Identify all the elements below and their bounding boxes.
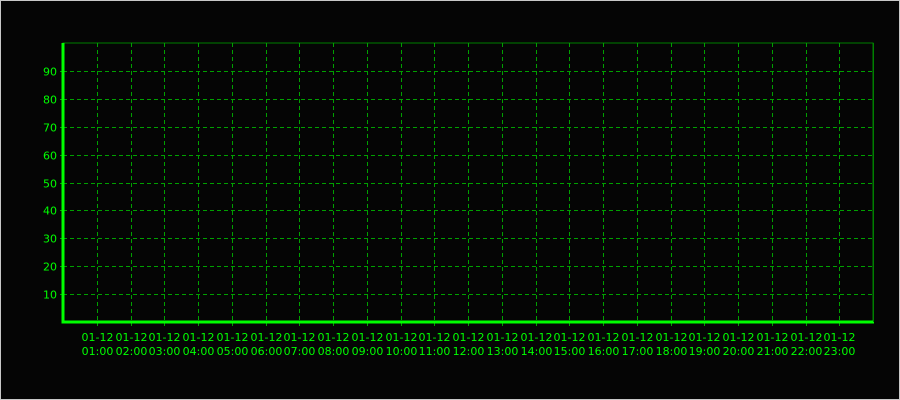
x-tick-time: 12:00 <box>453 345 485 358</box>
y-tick-label: 50 <box>43 178 57 191</box>
x-tick-time: 10:00 <box>386 345 418 358</box>
x-tick-time: 09:00 <box>352 345 384 358</box>
x-tick-time: 16:00 <box>588 345 620 358</box>
x-tick-time: 20:00 <box>723 345 755 358</box>
x-tick-date: 01-12 <box>521 331 553 344</box>
x-tick-time: 13:00 <box>487 345 519 358</box>
x-tick-date: 01-12 <box>419 331 451 344</box>
x-tick-date: 01-12 <box>656 331 688 344</box>
x-tick-time: 04:00 <box>183 345 215 358</box>
x-tick-time: 05:00 <box>217 345 249 358</box>
x-tick-date: 01-12 <box>453 331 485 344</box>
x-tick-date: 01-12 <box>689 331 721 344</box>
y-tick-label: 80 <box>43 94 57 107</box>
x-tick-time: 14:00 <box>521 345 553 358</box>
y-tick-label: 40 <box>43 205 57 218</box>
x-tick-date: 01-12 <box>824 331 856 344</box>
x-tick-time: 11:00 <box>419 345 451 358</box>
x-tick-time: 18:00 <box>656 345 688 358</box>
x-tick-date: 01-12 <box>183 331 215 344</box>
y-tick-label: 10 <box>43 289 57 302</box>
x-tick-time: 01:00 <box>82 345 114 358</box>
x-tick-time: 07:00 <box>284 345 316 358</box>
x-tick-time: 21:00 <box>757 345 789 358</box>
y-tick-label: 30 <box>43 233 57 246</box>
x-tick-time: 17:00 <box>622 345 654 358</box>
x-tick-date: 01-12 <box>757 331 789 344</box>
y-tick-label: 60 <box>43 150 57 163</box>
x-tick-date: 01-12 <box>251 331 283 344</box>
x-tick-time: 08:00 <box>318 345 350 358</box>
x-tick-date: 01-12 <box>284 331 316 344</box>
x-tick-date: 01-12 <box>116 331 148 344</box>
x-tick-date: 01-12 <box>622 331 654 344</box>
x-tick-date: 01-12 <box>318 331 350 344</box>
x-tick-date: 01-12 <box>487 331 519 344</box>
x-tick-date: 01-12 <box>217 331 249 344</box>
y-tick-label: 20 <box>43 261 57 274</box>
plot-frame <box>62 42 874 323</box>
y-tick-label: 90 <box>43 66 57 79</box>
x-tick-date: 01-12 <box>723 331 755 344</box>
x-tick-date: 01-12 <box>588 331 620 344</box>
x-tick-time: 19:00 <box>689 345 721 358</box>
x-tick-time: 02:00 <box>116 345 148 358</box>
x-tick-time: 23:00 <box>824 345 856 358</box>
x-tick-date: 01-12 <box>352 331 384 344</box>
x-tick-time: 22:00 <box>791 345 823 358</box>
x-tick-time: 03:00 <box>149 345 181 358</box>
x-tick-date: 01-12 <box>791 331 823 344</box>
x-tick-time: 06:00 <box>251 345 283 358</box>
x-tick-date: 01-12 <box>386 331 418 344</box>
y-tick-label: 70 <box>43 122 57 135</box>
x-tick-date: 01-12 <box>82 331 114 344</box>
x-tick-date: 01-12 <box>554 331 586 344</box>
x-tick-time: 15:00 <box>554 345 586 358</box>
x-tick-date: 01-12 <box>149 331 181 344</box>
